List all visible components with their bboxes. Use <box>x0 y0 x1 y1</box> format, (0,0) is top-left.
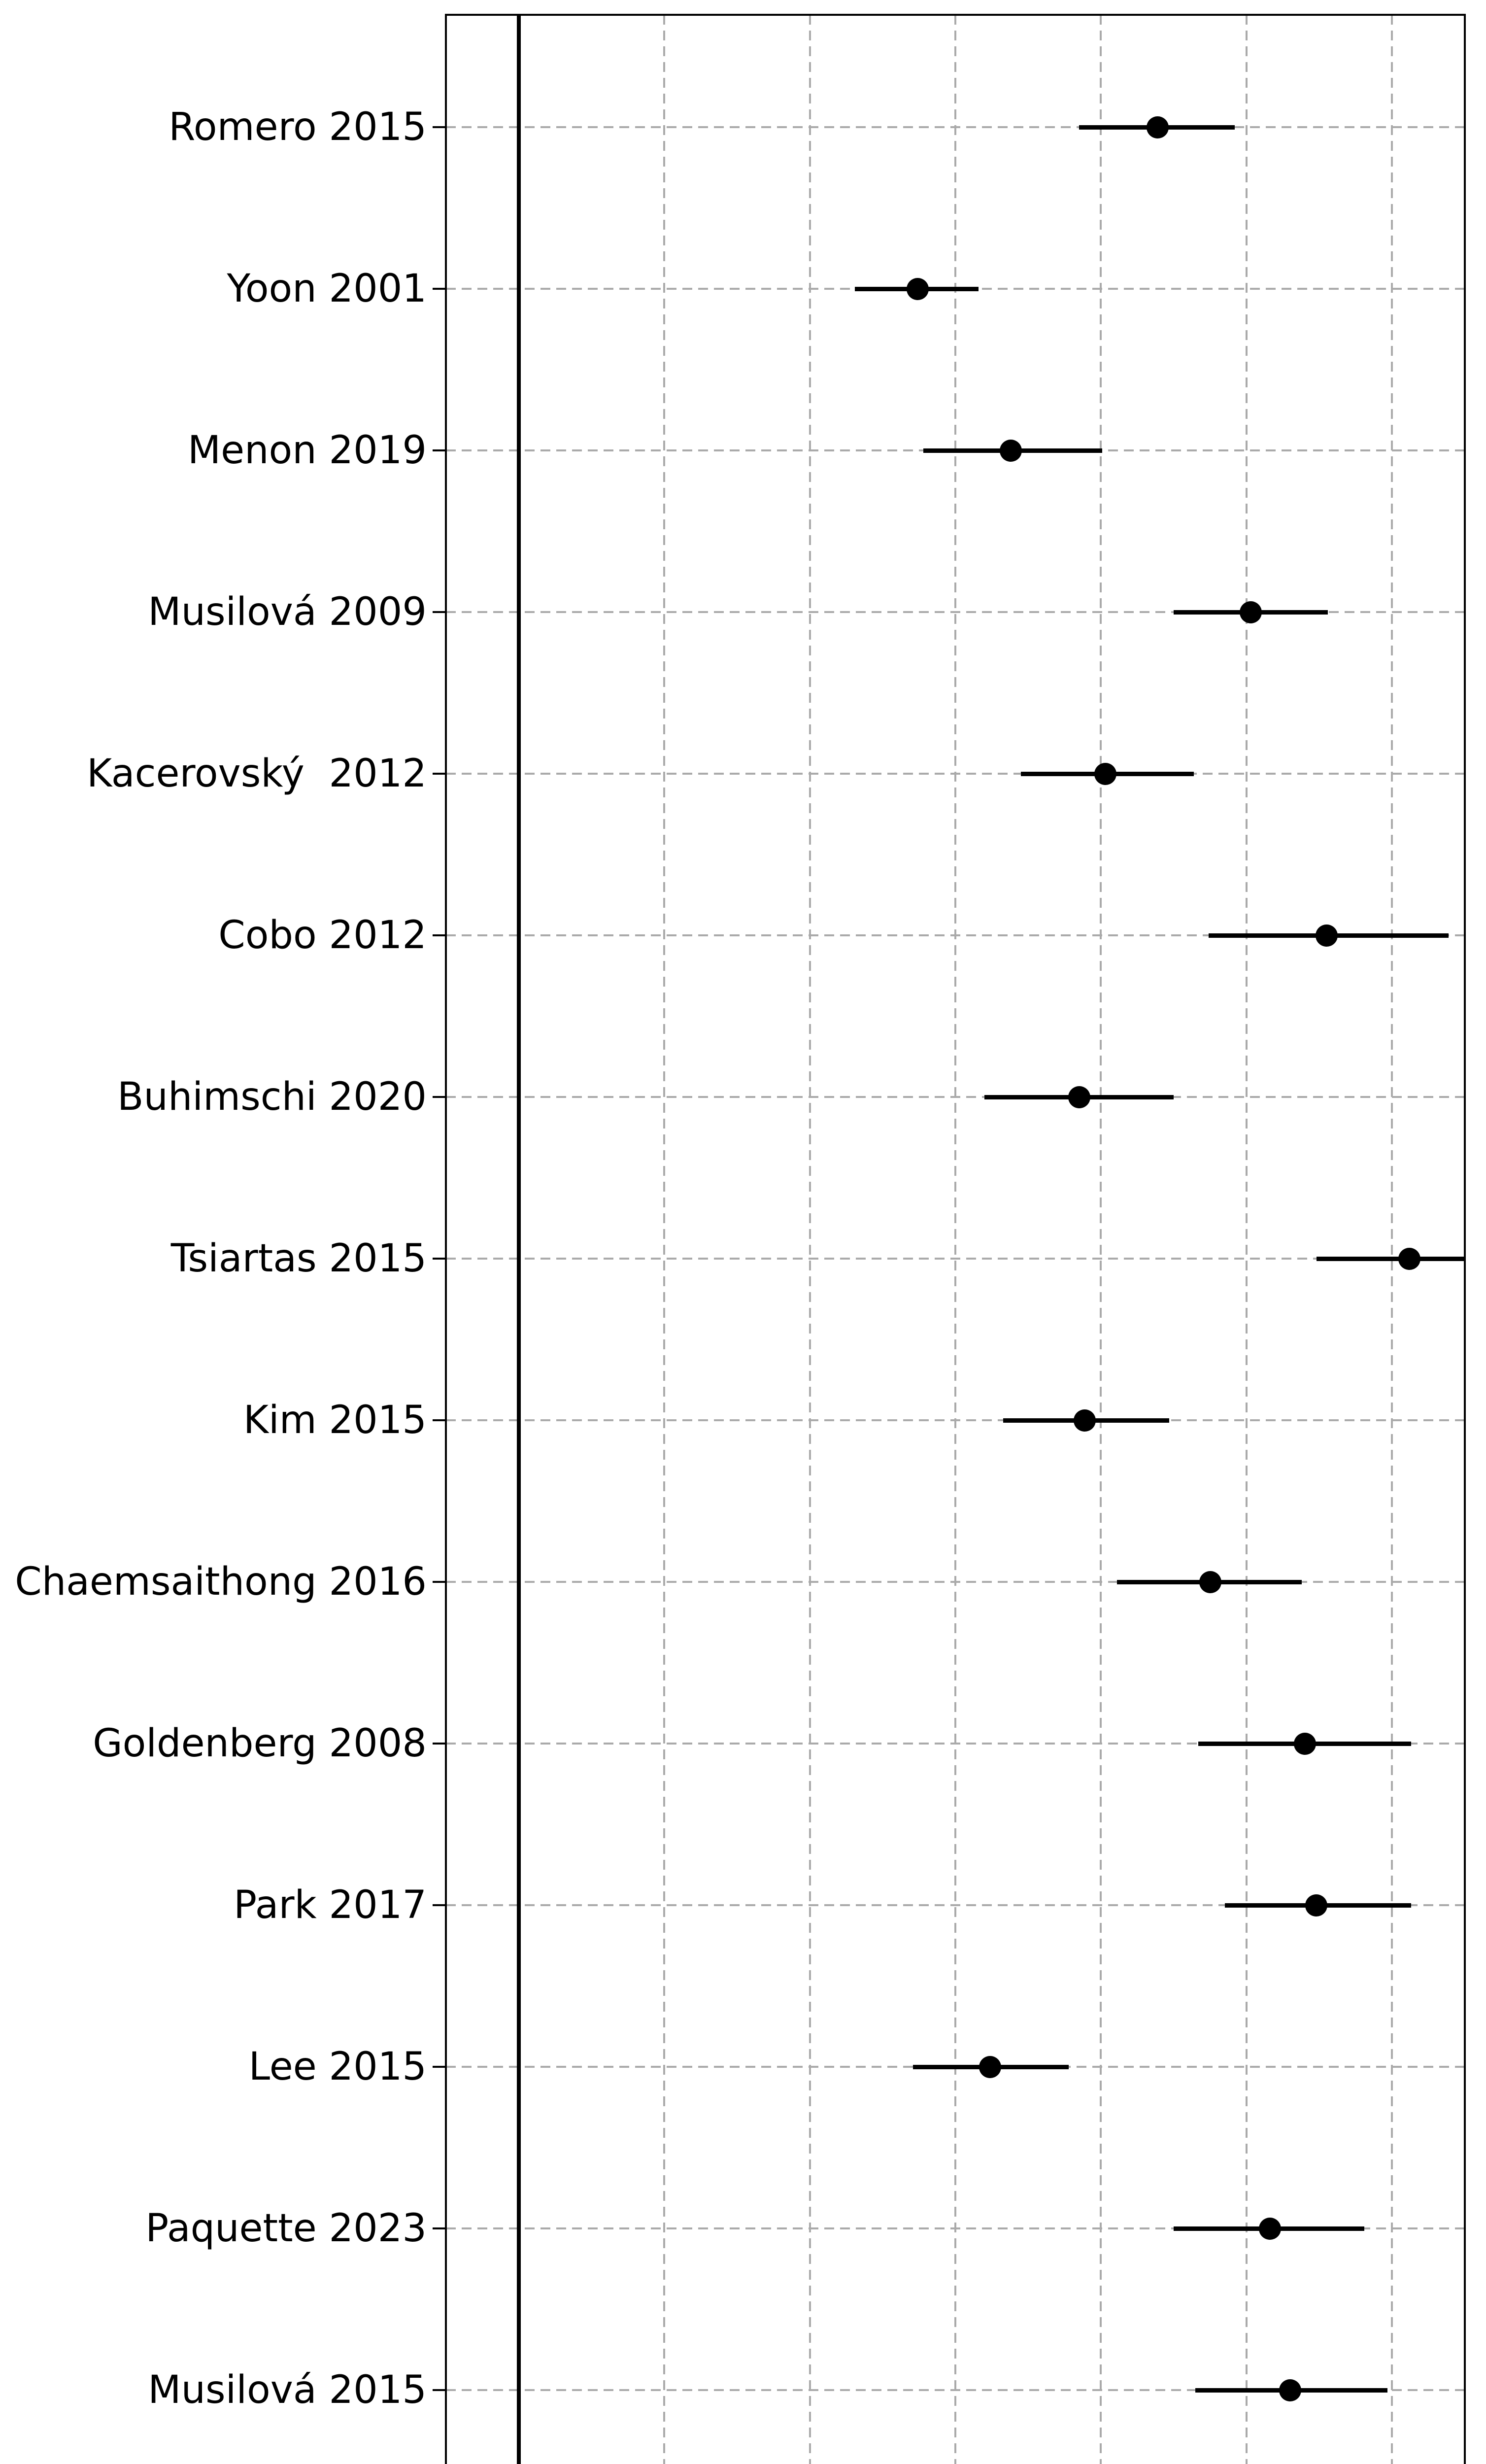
horizontal-gridline <box>446 1258 1465 1260</box>
horizontal-gridline <box>446 2389 1465 2391</box>
y-axis-tick <box>433 2227 445 2229</box>
y-axis-tick <box>433 611 445 613</box>
point-estimate-marker <box>1199 1571 1221 1593</box>
point-estimate-marker <box>979 2055 1002 2078</box>
y-axis-tick <box>433 1904 445 1906</box>
study-label: Tsiartas 2015 <box>170 1236 427 1281</box>
vertical-gridline <box>1391 15 1393 2464</box>
point-estimate-marker <box>1279 2379 1301 2401</box>
vertical-gridline <box>1100 15 1102 2464</box>
y-axis-tick <box>433 934 445 936</box>
study-label: Buhimschi 2020 <box>117 1075 427 1119</box>
horizontal-gridline <box>446 126 1465 128</box>
study-label: Kacerovský 2012 <box>87 752 427 796</box>
vertical-gridline <box>1245 15 1248 2464</box>
y-axis-tick <box>433 1096 445 1098</box>
confidence-interval-line <box>1316 1256 1465 1261</box>
horizontal-gridline <box>446 1581 1465 1583</box>
horizontal-gridline <box>446 1419 1465 1421</box>
point-estimate-marker <box>1315 924 1338 947</box>
study-label: Cobo 2012 <box>218 913 427 958</box>
study-label: Yoon 2001 <box>227 267 427 311</box>
study-label: Musilová 2015 <box>148 2368 427 2412</box>
horizontal-gridline <box>446 934 1465 936</box>
point-estimate-marker <box>1147 116 1169 138</box>
y-axis-tick <box>433 126 445 128</box>
vertical-gridline <box>663 15 666 2464</box>
zero-reference-line <box>516 15 521 2464</box>
point-estimate-marker <box>1293 1732 1316 1755</box>
point-estimate-marker <box>906 277 929 300</box>
point-estimate-marker <box>1258 2217 1281 2240</box>
horizontal-gridline <box>446 1743 1465 1745</box>
horizontal-gridline <box>446 773 1465 775</box>
point-estimate-marker <box>999 439 1022 462</box>
axes-frame <box>445 14 1466 2464</box>
y-axis-tick <box>433 2389 445 2391</box>
point-estimate-marker <box>1068 1086 1090 1108</box>
y-axis-tick <box>433 1581 445 1583</box>
horizontal-gridline <box>446 2227 1465 2229</box>
y-axis-tick <box>433 449 445 451</box>
study-label: Lee 2015 <box>248 2045 427 2089</box>
point-estimate-marker <box>1305 1894 1328 1916</box>
study-label: Musilová 2009 <box>148 590 427 634</box>
study-label: Paquette 2023 <box>145 2206 427 2251</box>
vertical-gridline <box>954 15 956 2464</box>
point-estimate-marker <box>1240 601 1262 623</box>
y-axis-tick <box>433 1743 445 1745</box>
study-label: Goldenberg 2008 <box>93 1721 427 1766</box>
study-label: Chaemsaithong 2016 <box>15 1560 427 1604</box>
horizontal-gridline <box>446 1096 1465 1098</box>
vertical-gridline <box>809 15 811 2464</box>
y-axis-tick <box>433 288 445 290</box>
study-label: Romero 2015 <box>169 105 427 149</box>
y-axis-tick <box>433 2066 445 2068</box>
horizontal-gridline <box>446 611 1465 613</box>
point-estimate-marker <box>1094 762 1116 785</box>
horizontal-gridline <box>446 1904 1465 1906</box>
y-axis-tick <box>433 773 445 775</box>
study-label: Menon 2019 <box>187 428 427 473</box>
y-axis-tick <box>433 1258 445 1260</box>
study-label: Park 2017 <box>234 1883 427 1927</box>
study-label: Kim 2015 <box>243 1398 427 1442</box>
y-axis-tick <box>433 1419 445 1421</box>
point-estimate-marker <box>1398 1247 1421 1270</box>
point-estimate-marker <box>1074 1409 1096 1432</box>
